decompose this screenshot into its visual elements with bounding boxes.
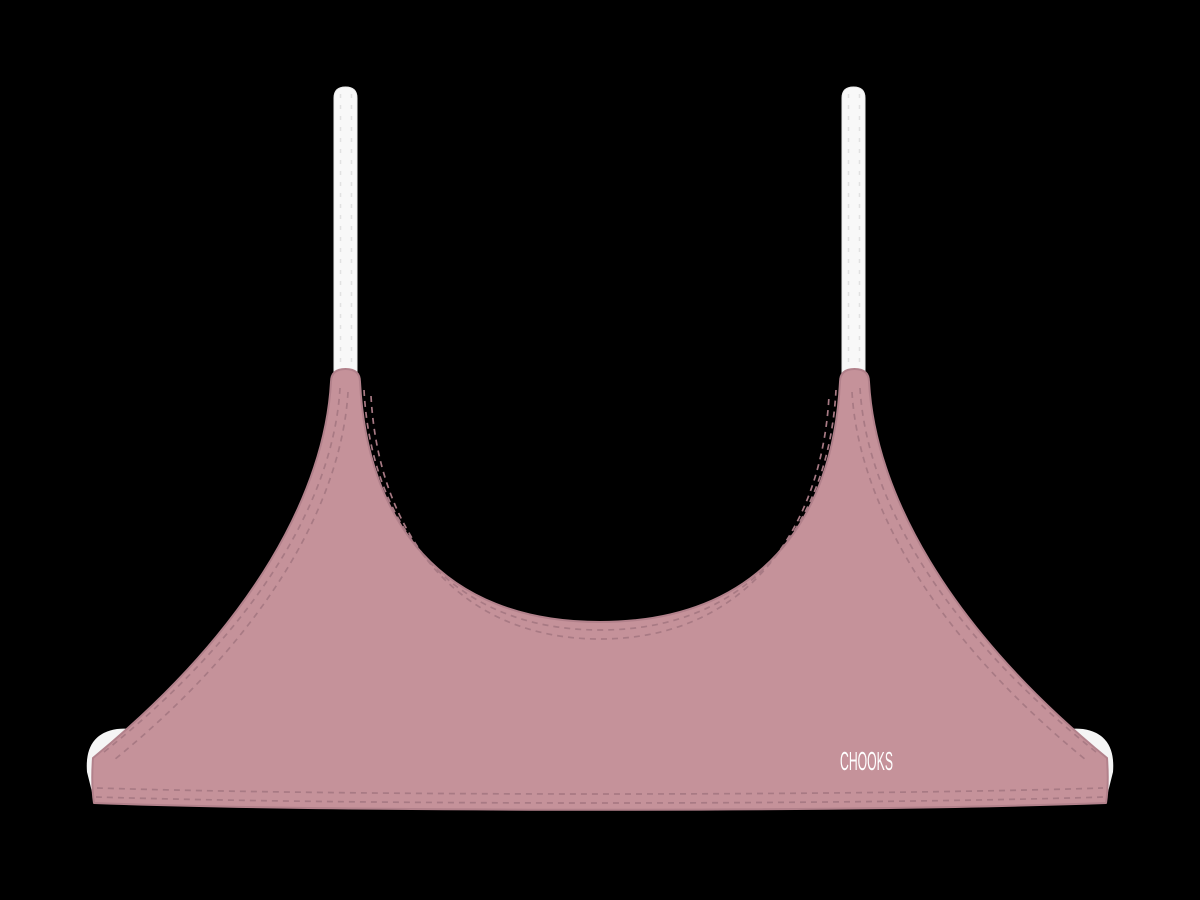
left-edge-stitch-2	[113, 391, 349, 761]
hem-stitch-2	[95, 796, 1105, 804]
hem-stitch-1	[96, 787, 1104, 795]
left-strap	[333, 86, 358, 376]
strap-stitching	[339, 94, 861, 371]
body-stitching	[95, 387, 1105, 804]
right-edge-stitch-2	[851, 391, 1087, 761]
right-strap	[841, 86, 866, 376]
neckline-stitch-1	[363, 389, 837, 631]
bikini-top: CHOOKS	[86, 86, 1114, 811]
brand-logo: CHOOKS	[840, 746, 893, 776]
left-edge-stitch-1	[103, 387, 341, 753]
right-edge-stitch-1	[859, 387, 1097, 753]
